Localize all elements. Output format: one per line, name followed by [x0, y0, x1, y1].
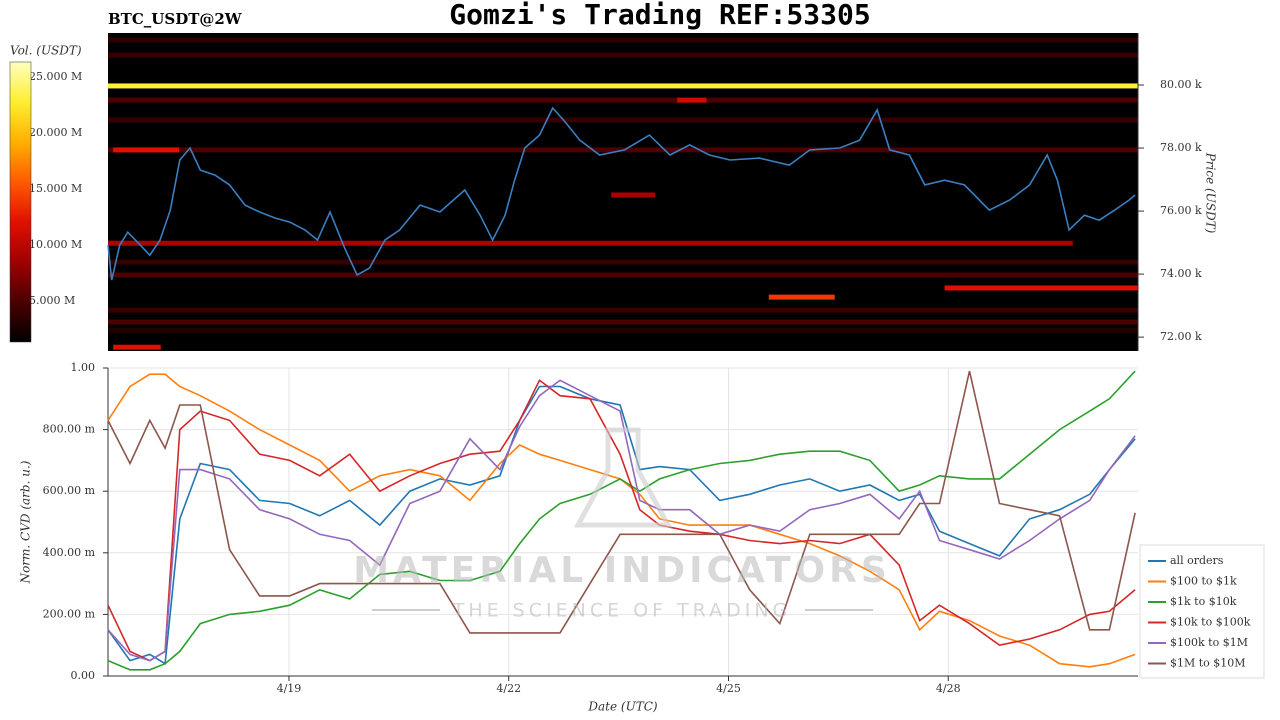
heat-band — [611, 192, 656, 198]
symbol: BTC_USDT@2W — [108, 10, 243, 28]
y-tick-label: 80.00 k — [1160, 78, 1202, 91]
series-line — [107, 370, 1136, 634]
legend: all orders $100 to $1k $1k to $10k $10k to … — [1139, 544, 1265, 679]
y-tick-label: 200.00 m — [43, 607, 96, 620]
x-axis-label: Date (UTC) — [587, 700, 657, 714]
legend-box — [1139, 544, 1265, 679]
heatmap-area — [108, 33, 1138, 351]
watermark-icon — [573, 427, 673, 528]
watermark-brand: MATERIAL INDICATORS — [353, 550, 891, 591]
colorbar-tick-label: 25.000 M — [29, 70, 82, 83]
heat-band — [108, 327, 1138, 333]
legend-label: $10k to $100k — [1170, 616, 1251, 629]
legend-label: $1M to $10M — [1170, 657, 1246, 670]
watermark: MATERIAL INDICATORS THE SCIENCE OF TRADI… — [353, 427, 891, 622]
colorbar-tick-label: 15.000 M — [29, 182, 82, 195]
watermark-tagline: THE SCIENCE OF TRADING — [452, 600, 792, 622]
series-line — [107, 379, 1136, 662]
heat-band — [768, 294, 835, 300]
heat-band — [113, 344, 161, 350]
heat-band — [108, 272, 1138, 278]
series-line — [107, 379, 1136, 662]
x-tick-label: 4/19 — [277, 682, 302, 695]
colorbar-tick-label: 5.000 M — [29, 294, 75, 307]
x-tick-label: 4/28 — [936, 682, 961, 695]
x-tick-label: 4/25 — [716, 682, 741, 695]
heat-band — [108, 37, 1138, 43]
legend-label: all orders — [1170, 554, 1224, 567]
heat-band — [108, 319, 1138, 325]
heat-band — [108, 307, 1138, 313]
y-tick-label: 74.00 k — [1160, 267, 1202, 280]
heat-band — [108, 117, 1138, 123]
colorbar-tick-label: 10.000 M — [29, 238, 82, 251]
heat-band — [113, 147, 180, 153]
y-axis-label: Norm. CVD (arb. u.) — [19, 460, 33, 584]
heat-band — [108, 83, 1138, 89]
colorbar-tick-label: 20.000 M — [29, 126, 82, 139]
y-tick-label: 76.00 k — [1160, 204, 1202, 217]
colorbar — [9, 61, 32, 343]
heat-band — [108, 240, 1073, 246]
cvd-area — [108, 368, 1138, 676]
heat-band — [108, 259, 1138, 265]
y-tick-label: 72.00 k — [1160, 330, 1202, 343]
heat-band — [108, 97, 1138, 103]
legend-label: $100 to $1k — [1170, 575, 1237, 588]
heat-band — [677, 97, 707, 103]
legend-label: $100k to $1M — [1170, 636, 1248, 649]
y-tick-label: 800.00 m — [43, 423, 96, 436]
y-tick-label: 400.00 m — [43, 546, 96, 559]
heat-band — [944, 285, 1138, 291]
x-tick-label: 4/22 — [496, 682, 521, 695]
title: Gomzi's Trading REF:53305 — [449, 0, 870, 31]
legend-label: $1k to $10k — [1170, 595, 1237, 608]
y-tick-label: 1.00 — [71, 361, 96, 374]
series-line — [107, 385, 1136, 666]
series-line — [107, 370, 1136, 671]
y-tick-label: 78.00 k — [1160, 141, 1202, 154]
colorbar-label: Vol. (USDT) — [10, 44, 82, 58]
y-tick-label: 600.00 m — [43, 484, 96, 497]
heat-band — [108, 52, 1138, 58]
y-axis-label: Price (USDT) — [1204, 152, 1218, 234]
y-tick-label: 0.00 — [71, 669, 96, 682]
price-line — [107, 106, 1136, 281]
